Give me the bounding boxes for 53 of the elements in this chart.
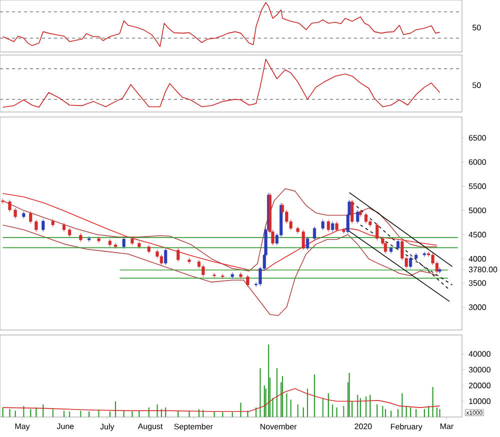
y-tick-label: 20000 <box>468 382 490 388</box>
candlestick <box>326 219 330 232</box>
candlestick <box>42 218 45 232</box>
candlestick <box>306 236 310 250</box>
y-tick-label: 3500 <box>468 280 486 286</box>
line-series <box>2 388 440 412</box>
candlestick <box>364 212 368 224</box>
candlestick <box>331 221 334 232</box>
candlestick <box>88 236 91 242</box>
y-tick-label: 3780.00 <box>468 266 498 272</box>
candlestick <box>14 208 17 219</box>
y-tick-label: 10000 <box>469 398 490 404</box>
x-tick-label: May <box>15 424 30 431</box>
candlestick <box>8 200 12 212</box>
x-tick-label: September <box>174 424 213 431</box>
candlestick <box>356 210 360 224</box>
candlestick <box>34 219 38 232</box>
text: 50 <box>472 24 481 30</box>
x-tick-label: June <box>56 424 74 430</box>
y-tick-label: 6000 <box>468 159 486 165</box>
x-tick-label: July <box>100 424 114 431</box>
x-tick-label: February <box>390 424 422 431</box>
candlestick <box>246 274 250 288</box>
candlestick <box>312 226 316 241</box>
y-tick-label: 30000 <box>468 366 490 373</box>
candlestick <box>350 200 354 224</box>
x-tick-label: August <box>138 424 163 431</box>
y-tick-label: 4000 <box>468 256 486 262</box>
candlestick <box>202 264 205 277</box>
candlestick <box>114 242 118 249</box>
candlestick <box>176 248 180 262</box>
candlestick <box>321 219 324 231</box>
candlestick <box>408 256 412 269</box>
candlestick <box>302 230 305 250</box>
candlestick <box>376 222 379 241</box>
y-tick-label: 4500 <box>468 232 486 238</box>
candlestick <box>164 248 168 266</box>
candlestick <box>422 251 426 258</box>
candlestick <box>122 236 126 249</box>
y-tick-label: 6500 <box>468 134 486 141</box>
y-tick-label: 5500 <box>468 183 486 190</box>
y-tick-label: 5000 <box>468 208 486 214</box>
candlestick <box>335 221 338 232</box>
x-tick-label: November <box>260 424 297 430</box>
text: 50 <box>472 82 481 88</box>
candlestick <box>29 211 32 224</box>
candlestick <box>160 254 163 266</box>
y-tick-label: 40000 <box>468 351 490 357</box>
candlestick <box>396 239 400 250</box>
x-tick-label: Mar <box>440 424 454 430</box>
candlestick <box>68 228 72 238</box>
x-tick-label: 2020 <box>354 424 372 430</box>
y-tick-label: 3000 <box>468 304 486 310</box>
